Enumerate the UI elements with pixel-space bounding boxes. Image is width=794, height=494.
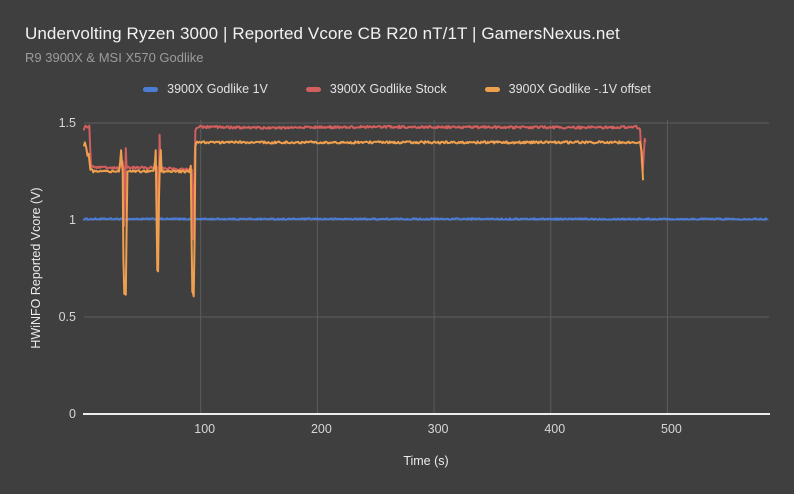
y-tick-label: 0: [69, 407, 76, 421]
y-tick-label: 0.5: [59, 310, 76, 324]
legend-item-2[interactable]: 3900X Godlike -.1V offset: [484, 82, 651, 96]
legend: 3900X Godlike 1V 3900X Godlike Stock 3900X…: [0, 82, 794, 96]
x-tick-label: 500: [661, 422, 682, 436]
series-line-2: [83, 140, 644, 298]
y-tick-label: 1: [69, 213, 76, 227]
legend-label: 3900X Godlike 1V: [167, 82, 268, 96]
legend-item-0[interactable]: 3900X Godlike 1V: [143, 82, 268, 96]
chart-title: Undervolting Ryzen 3000 | Reported Vcore…: [25, 24, 620, 43]
x-tick-label: 100: [194, 422, 215, 436]
x-tick-label: 200: [311, 422, 332, 436]
x-tick-label: 400: [544, 422, 565, 436]
legend-item-1[interactable]: 3900X Godlike Stock: [305, 82, 447, 96]
legend-label: 3900X Godlike Stock: [329, 82, 447, 96]
legend-label: 3900X Godlike -.1V offset: [508, 82, 651, 96]
series-line-0: [83, 217, 768, 221]
y-tick-label: 1.5: [59, 116, 76, 130]
series-line-1: [83, 124, 647, 241]
x-tick-label: 300: [428, 422, 449, 436]
legend-marker-icon: [305, 86, 321, 92]
legend-marker-icon: [484, 86, 500, 92]
legend-marker-icon: [143, 86, 159, 92]
chart-subtitle: R9 3900X & MSI X570 Godlike: [25, 50, 204, 65]
x-axis-title: Time (s): [403, 454, 449, 468]
